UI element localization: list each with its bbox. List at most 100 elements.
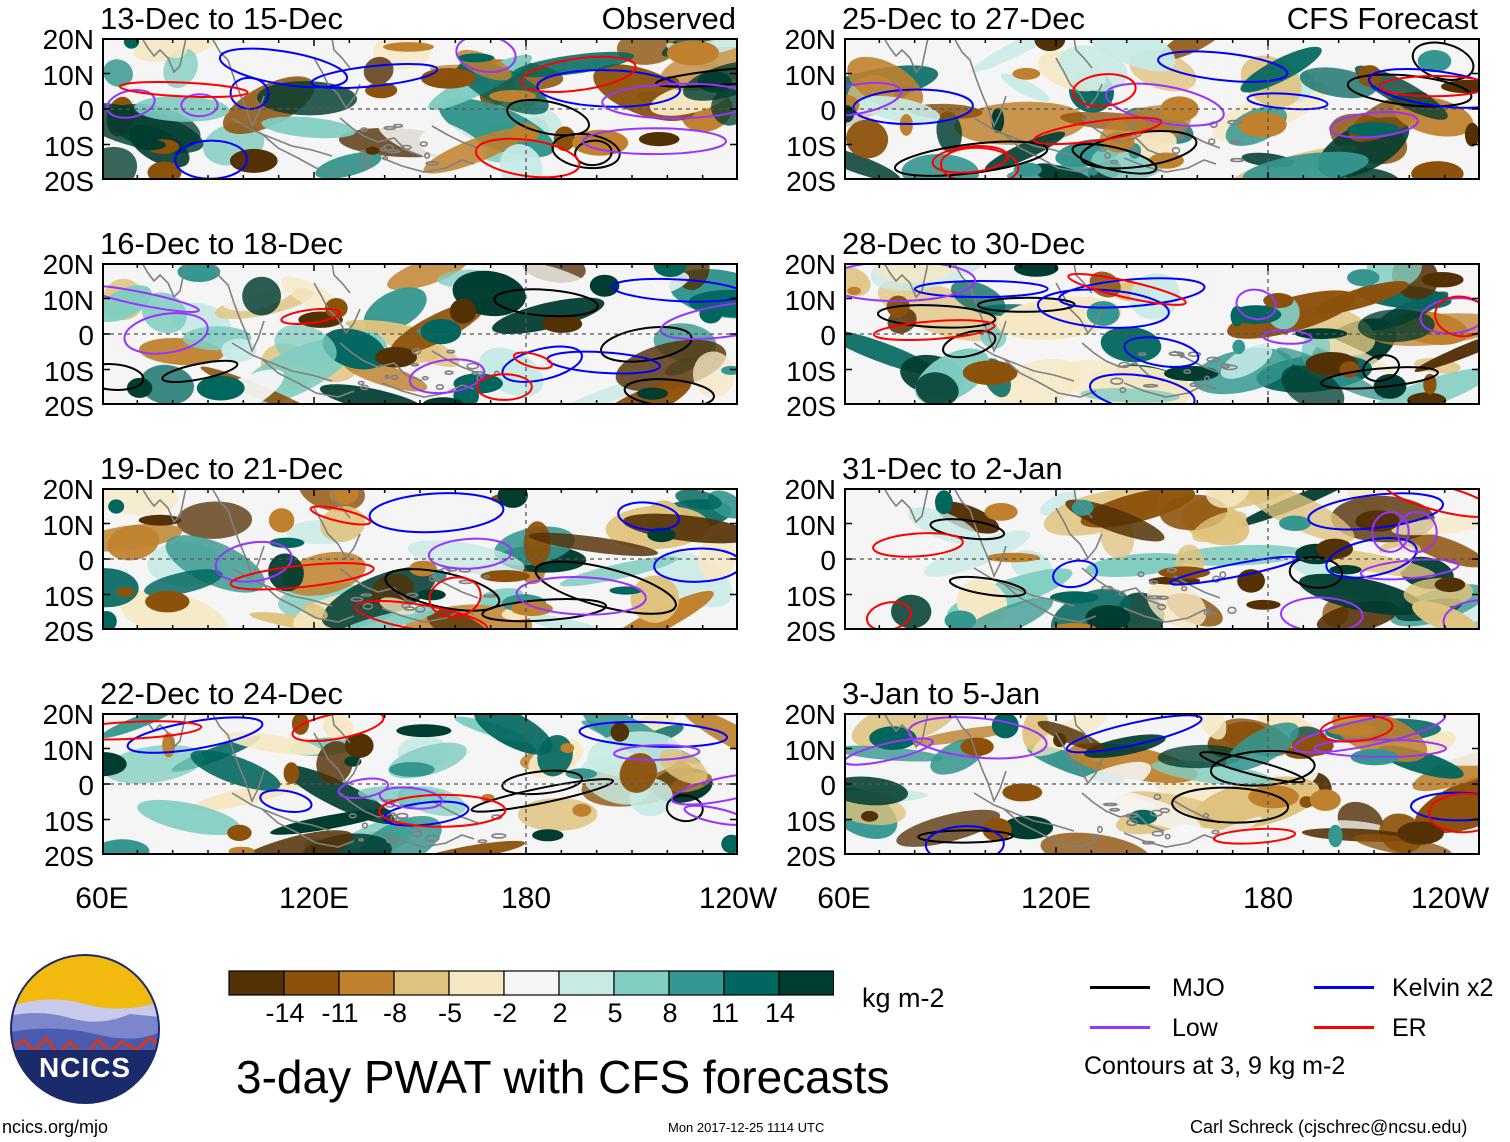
footer-timestamp: Mon 2017-12-25 1114 UTC — [668, 1120, 825, 1135]
chart-title: 3-day PWAT with CFS forecasts — [236, 1051, 890, 1103]
er-contour — [428, 576, 482, 618]
colorbar-swatch — [448, 970, 505, 996]
kelvin-contour — [617, 501, 680, 532]
y-tick-label: 10S — [786, 580, 836, 612]
x-tick-label: 120E — [1020, 882, 1092, 915]
colorbar-swatch — [228, 970, 285, 996]
low-contour — [601, 82, 738, 120]
low-contour — [1261, 329, 1313, 345]
kelvin-contour — [1089, 373, 1196, 405]
coastlines — [883, 488, 1237, 623]
colorbar-tick-label: 14 — [764, 998, 796, 1028]
y-tick-label: 0 — [78, 320, 94, 351]
kelvin-contour — [1123, 336, 1200, 368]
footer-left[interactable]: ncics.org/mjo — [2, 1117, 109, 1137]
kelvin-contour — [1367, 68, 1480, 109]
kelvin-contour — [1036, 288, 1170, 329]
mjo-contour — [929, 518, 1006, 541]
y-tick-label: 10S — [44, 580, 94, 612]
mjo-contour — [942, 329, 997, 359]
legend-contours-note: Contours at 3, 9 kg m-2 — [1084, 1052, 1346, 1080]
colorbar-swatch — [338, 970, 395, 996]
x-tick-label: 180 — [1242, 882, 1294, 915]
er-contour — [474, 137, 581, 179]
x-tick-label: 60E — [75, 882, 129, 915]
low-contour — [1359, 558, 1460, 581]
er-contour — [118, 80, 249, 99]
footer-credit: Carl Schreck (cjschrec@ncsu.edu) — [1190, 1117, 1468, 1137]
colorbar-tick-label: 2 — [552, 998, 568, 1028]
y-tick-label: 20N — [42, 474, 94, 505]
colorbar-tick-label: -2 — [492, 998, 517, 1028]
low-contour — [1313, 738, 1448, 758]
mjo-contour — [655, 65, 738, 88]
x-tick-label: 120W — [698, 882, 778, 915]
kelvin-contour — [310, 63, 439, 89]
x-tick-label: 120E — [278, 882, 350, 915]
y-tick-label: 20S — [44, 616, 94, 647]
mjo-contour — [1346, 73, 1473, 108]
low-contour — [180, 93, 219, 118]
y-tick-label: 10N — [784, 734, 836, 766]
y-tick-label: 0 — [78, 545, 94, 576]
er-contour — [309, 505, 372, 526]
y-tick-label: 10S — [786, 355, 836, 387]
kelvin-contour — [924, 825, 1005, 855]
mjo-contour — [1288, 556, 1344, 589]
mjo-contour — [470, 778, 615, 813]
low-contour — [683, 804, 738, 826]
colorbar-swatch — [778, 970, 834, 996]
low-contour — [455, 38, 517, 73]
kelvin-contour — [126, 716, 264, 754]
y-tick-label: 0 — [820, 95, 836, 126]
er-contour — [1383, 488, 1480, 518]
er-contour — [476, 373, 533, 401]
mjo-contour — [1071, 143, 1158, 175]
er-contour — [1032, 116, 1163, 146]
kelvin-contour — [913, 279, 1049, 299]
pwat-map-panel — [844, 263, 1480, 405]
panel-title: 22-Dec to 24-Dec — [100, 676, 343, 711]
y-tick-label: 20S — [44, 391, 94, 422]
er-contour — [1427, 792, 1480, 834]
low-contour — [1419, 297, 1480, 335]
kelvin-contour — [1410, 791, 1480, 822]
colorbar-tick-label: -8 — [382, 998, 407, 1028]
panel-title: 13-Dec to 15-Dec — [100, 1, 343, 36]
er-contour — [102, 720, 203, 741]
er-contour — [1212, 827, 1297, 845]
low-contour — [1396, 511, 1438, 553]
er-contour — [280, 307, 342, 325]
coastlines — [141, 263, 500, 398]
coastlines — [883, 713, 1221, 848]
er-contour — [1434, 295, 1480, 338]
y-tick-label: 10S — [786, 130, 836, 162]
y-tick-label: 20N — [784, 249, 836, 280]
mjo-contour — [481, 598, 608, 623]
y-tick-label: 10S — [44, 805, 94, 837]
low-contour — [427, 537, 513, 570]
y-tick-label: 10N — [784, 284, 836, 316]
mjo-contour — [506, 98, 590, 137]
y-tick-label: 20N — [42, 699, 94, 730]
panel-title: 31-Dec to 2-Jan — [842, 451, 1063, 486]
y-tick-label: 0 — [820, 545, 836, 576]
y-tick-label: 20N — [784, 474, 836, 505]
low-contour — [1442, 599, 1480, 630]
y-tick-label: 10N — [42, 734, 94, 766]
mjo-contour — [551, 132, 621, 170]
mjo-contour — [665, 794, 704, 823]
low-contour — [1235, 288, 1278, 321]
kelvin-contour — [1169, 555, 1299, 586]
low-contour — [337, 777, 390, 800]
coastlines — [141, 38, 479, 173]
low-contour — [1280, 596, 1364, 630]
colorbar-swatch — [283, 970, 340, 996]
er-contour — [1067, 272, 1187, 306]
colorbar-swatch — [393, 970, 450, 996]
kelvin-contour — [1307, 492, 1445, 531]
y-tick-label: 10S — [786, 805, 836, 837]
pwat-map-panel — [102, 263, 738, 405]
er-contour — [1072, 73, 1137, 108]
mjo-contour — [1209, 749, 1316, 787]
